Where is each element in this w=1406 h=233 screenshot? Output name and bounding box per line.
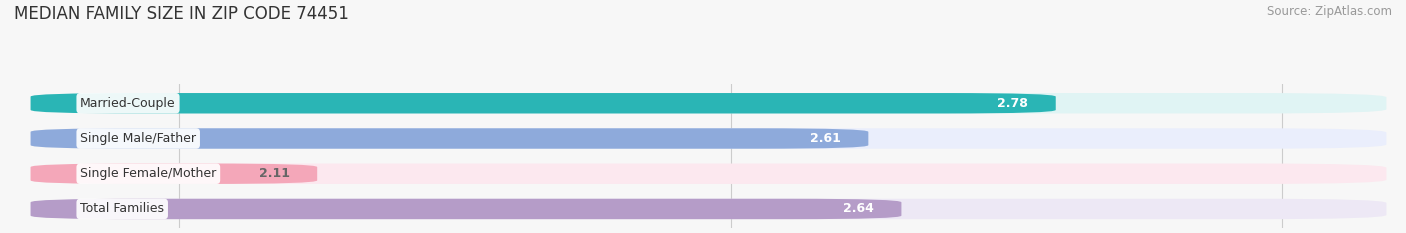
Text: 2.61: 2.61 bbox=[810, 132, 841, 145]
FancyBboxPatch shape bbox=[31, 199, 1386, 219]
Text: Single Female/Mother: Single Female/Mother bbox=[80, 167, 217, 180]
Text: 2.11: 2.11 bbox=[259, 167, 290, 180]
Text: Single Male/Father: Single Male/Father bbox=[80, 132, 197, 145]
Text: 2.78: 2.78 bbox=[997, 97, 1028, 110]
FancyBboxPatch shape bbox=[31, 93, 1386, 113]
FancyBboxPatch shape bbox=[31, 93, 1056, 113]
FancyBboxPatch shape bbox=[31, 164, 318, 184]
FancyBboxPatch shape bbox=[31, 128, 869, 149]
FancyBboxPatch shape bbox=[31, 164, 1386, 184]
Text: Source: ZipAtlas.com: Source: ZipAtlas.com bbox=[1267, 5, 1392, 18]
FancyBboxPatch shape bbox=[31, 199, 901, 219]
Text: Total Families: Total Families bbox=[80, 202, 165, 216]
Text: 2.64: 2.64 bbox=[844, 202, 875, 216]
Text: MEDIAN FAMILY SIZE IN ZIP CODE 74451: MEDIAN FAMILY SIZE IN ZIP CODE 74451 bbox=[14, 5, 349, 23]
Text: Married-Couple: Married-Couple bbox=[80, 97, 176, 110]
FancyBboxPatch shape bbox=[31, 128, 1386, 149]
